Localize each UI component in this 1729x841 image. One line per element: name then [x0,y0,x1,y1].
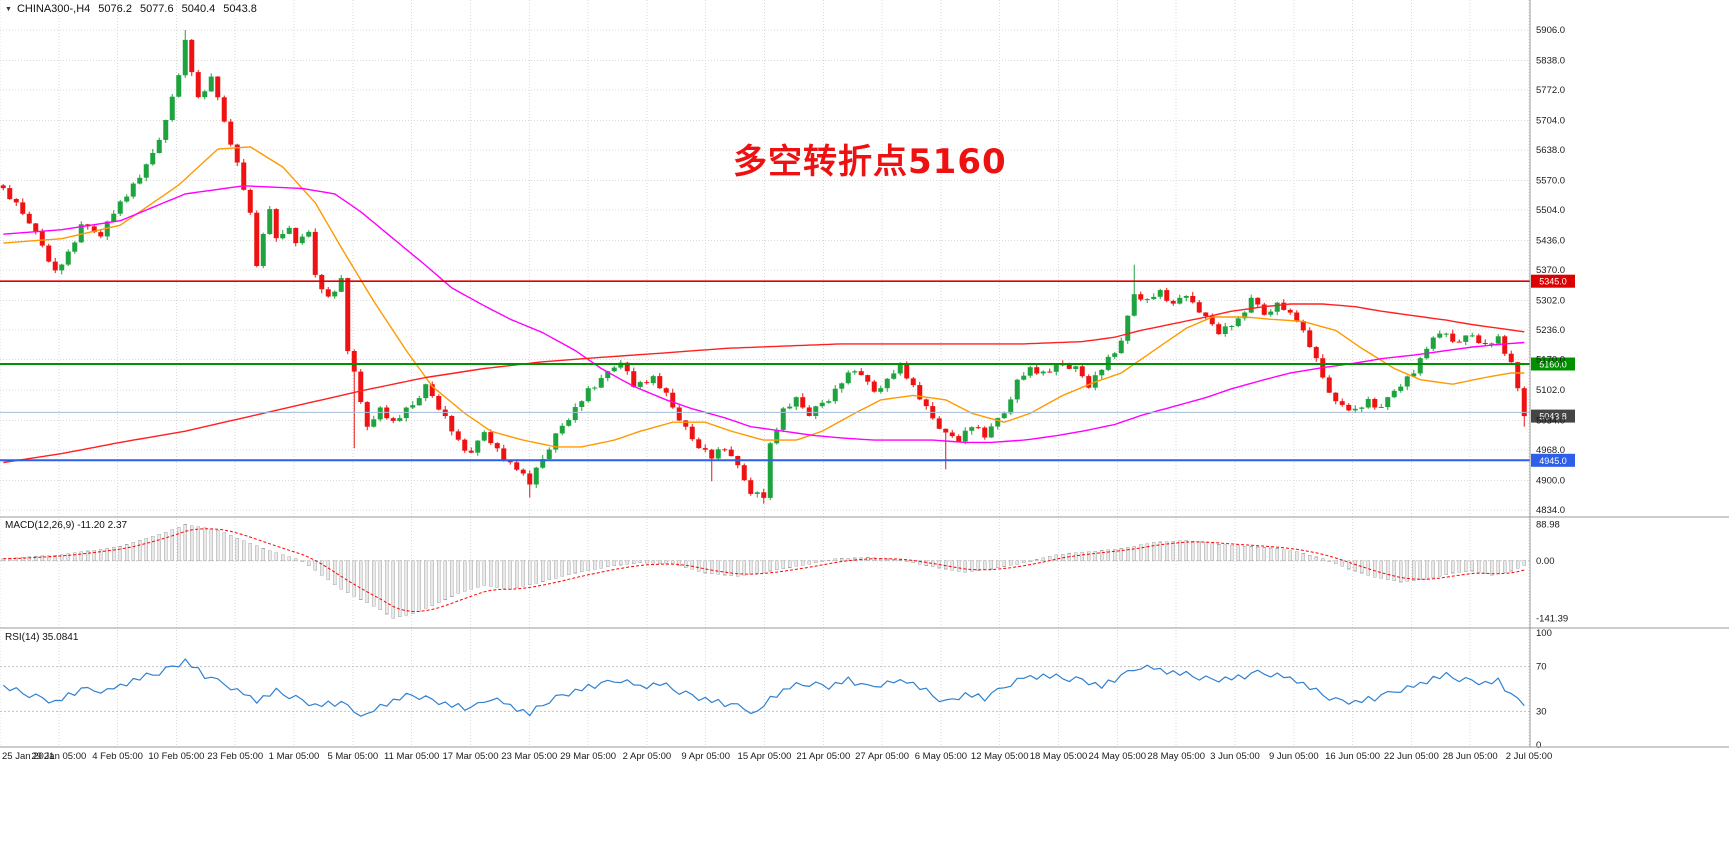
time-label: 3 Jun 05:00 [1210,751,1260,762]
macd-panel[interactable]: 88.98 0.00 -141.39 [0,520,1568,625]
horizontal-level-lines[interactable]: 5345.0 5160.0 4945.0 [0,274,1575,467]
svg-text:5236.0: 5236.0 [1536,325,1565,336]
time-label: 10 Feb 05:00 [148,751,204,762]
quote-open: 5076.2 [98,3,132,15]
svg-text:5570.0: 5570.0 [1536,175,1565,186]
price-axis-labels[interactable]: 5906.0 5838.0 5772.0 5704.0 5638.0 5570.0 5504… [1536,25,1565,516]
macd-histogram [1,524,1527,619]
symbol-timeframe-label: CHINA300-,H4 [16,3,91,15]
rsi-indicator-label: RSI(14) 35.0841 [5,632,78,643]
quote-high: 5077.6 [139,3,174,15]
time-label: 4 Feb 05:00 [92,751,143,762]
time-label: 1 Mar 05:00 [269,751,320,762]
quote-close: 5043.8 [223,3,257,15]
svg-text:30: 30 [1536,706,1547,717]
svg-text:5370.0: 5370.0 [1536,265,1565,276]
rsi-name-label: RSI(14) [5,632,40,643]
chart-annotation-text[interactable]: 多空转折点5160 [733,142,1007,182]
ma-fast-orange [3,146,1525,448]
symbol-info-bar: ▼ CHINA300-,H4 5076.2 5077.6 5040.4 5043… [5,3,257,15]
svg-text:70: 70 [1536,662,1547,673]
time-label: 28 May 05:00 [1147,751,1205,762]
time-label: 15 Apr 05:00 [738,751,792,762]
svg-text:5043.8: 5043.8 [1539,412,1567,422]
macd-name-label: MACD(12,26,9) [5,520,75,531]
time-label: 5 Mar 05:00 [327,751,378,762]
svg-text:4834.0: 4834.0 [1536,505,1565,516]
grid [0,0,1530,747]
horizontal-line-5345-badge: 5345.0 [1531,274,1575,288]
time-label: 28 Jun 05:00 [1443,751,1498,762]
svg-text:5838.0: 5838.0 [1536,55,1565,66]
time-label: 18 May 05:00 [1030,751,1088,762]
time-label: 17 Mar 05:00 [443,751,499,762]
time-label: 23 Mar 05:00 [501,751,557,762]
time-label: 24 May 05:00 [1089,751,1147,762]
svg-text:-141.39: -141.39 [1536,613,1568,624]
current-price-badge: 5043.8 [1531,409,1575,423]
time-label: 29 Jan 05:00 [31,751,86,762]
time-label: 12 May 05:00 [971,751,1029,762]
macd-values-label: -11.20 2.37 [77,520,128,531]
svg-text:4968.0: 4968.0 [1536,445,1565,456]
ma-slow-red [3,303,1525,464]
rsi-value-label: 35.0841 [42,632,79,643]
svg-text:5102.0: 5102.0 [1536,385,1565,396]
svg-text:5504.0: 5504.0 [1536,205,1565,216]
svg-text:4945.0: 4945.0 [1539,456,1567,466]
svg-text:0.00: 0.00 [1536,556,1555,567]
rsi-panel[interactable]: 100 70 30 0 [0,628,1552,751]
svg-text:100: 100 [1536,628,1552,639]
time-label: 6 May 05:00 [915,751,967,762]
candles [0,30,1527,504]
svg-text:5772.0: 5772.0 [1536,85,1565,96]
time-label: 16 Jun 05:00 [1325,751,1380,762]
svg-text:88.98: 88.98 [1536,520,1560,531]
time-label: 22 Jun 05:00 [1384,751,1439,762]
time-label: 9 Jun 05:00 [1269,751,1319,762]
svg-text:5638.0: 5638.0 [1536,145,1565,156]
svg-text:5160.0: 5160.0 [1539,360,1567,370]
ma-mid-magenta [3,185,1525,444]
rsi-line [2,658,1525,717]
time-label: 9 Apr 05:00 [681,751,730,762]
svg-text:4900.0: 4900.0 [1536,475,1565,486]
time-label: 2 Jul 05:00 [1506,751,1552,762]
panel-dividers [0,0,1729,748]
svg-text:5436.0: 5436.0 [1536,235,1565,246]
svg-text:5034.0: 5034.0 [1536,415,1565,426]
time-label: 11 Mar 05:00 [384,751,439,762]
time-label: 29 Mar 05:00 [560,751,616,762]
svg-text:5170.0: 5170.0 [1536,355,1565,366]
rsi-axis-labels[interactable]: 100 70 30 0 [1536,628,1552,751]
time-label: 25 Jan 2021 [2,751,54,762]
time-label: 21 Apr 05:00 [796,751,850,762]
collapse-arrow-icon[interactable]: ▼ [5,5,12,13]
time-label: 27 Apr 05:00 [855,751,909,762]
horizontal-line-4945-badge: 4945.0 [1531,453,1575,467]
quote-low: 5040.4 [181,3,216,15]
macd-indicator-label: MACD(12,26,9) -11.20 2.37 [5,520,127,531]
svg-text:5704.0: 5704.0 [1536,115,1565,126]
horizontal-line-5160-badge: 5160.0 [1531,357,1575,371]
price-panel[interactable]: 5345.0 5160.0 4945.0 5043.8 5906.0 5838.0 5772… [0,25,1575,516]
svg-text:5906.0: 5906.0 [1536,25,1565,36]
svg-text:5345.0: 5345.0 [1539,277,1567,287]
svg-text:5302.0: 5302.0 [1536,295,1565,306]
time-label: 23 Feb 05:00 [207,751,263,762]
macd-axis-labels[interactable]: 88.98 0.00 -141.39 [1536,520,1568,625]
time-label: 2 Apr 05:00 [623,751,672,762]
svg-text:0: 0 [1536,740,1541,751]
